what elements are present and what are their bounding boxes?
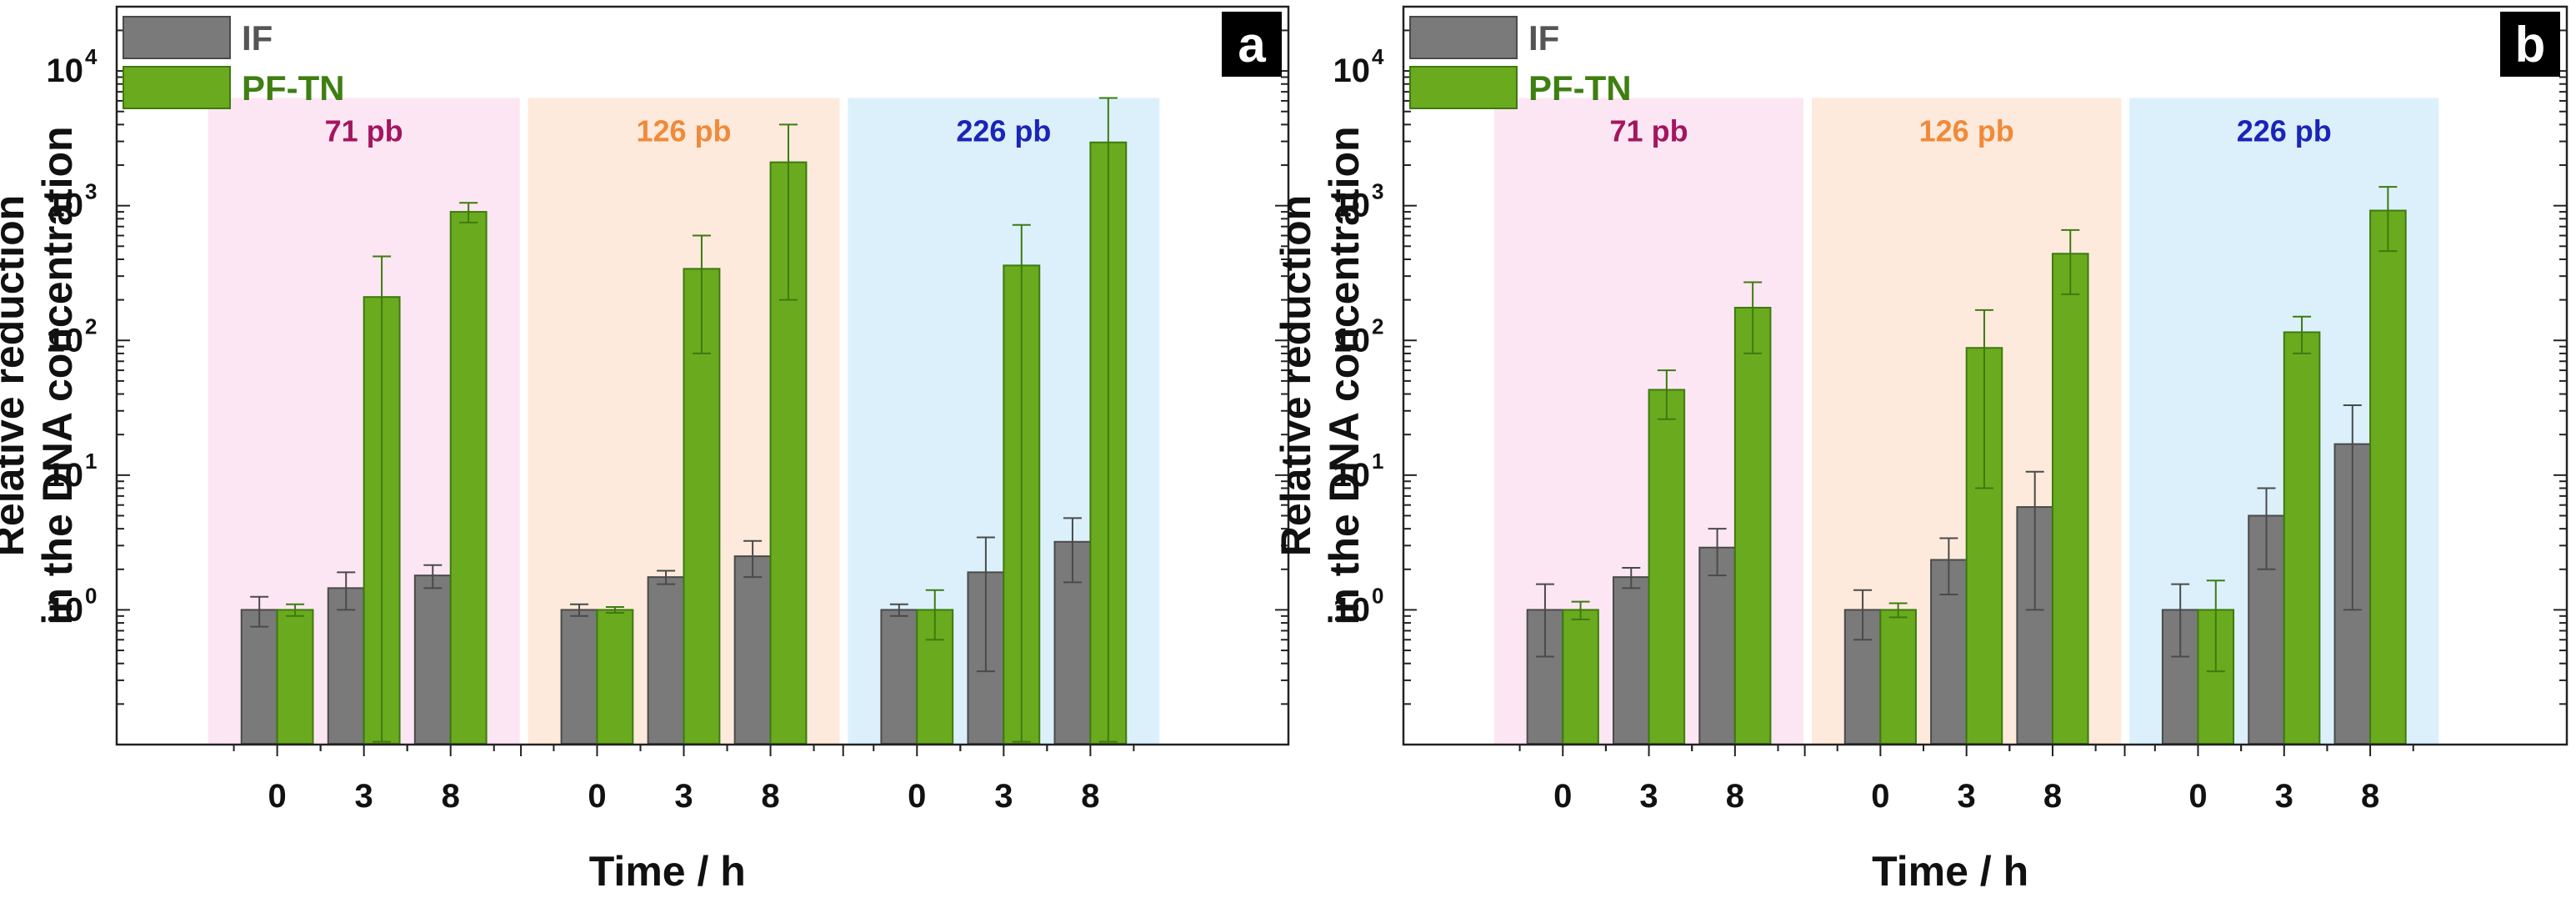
legend-swatch-pf-tn xyxy=(1409,66,1518,109)
y-tick-exponent: 2 xyxy=(85,314,97,339)
bar-pf-tn-126pb-0h xyxy=(596,609,634,745)
x-tick-label: 3 xyxy=(1639,778,1658,815)
bar-if-71pb-8h xyxy=(413,574,452,745)
x-tick-label: 3 xyxy=(674,778,693,815)
bar-pf-tn-226pb-8h xyxy=(2369,209,2407,745)
y-tick-exponent: 3 xyxy=(85,179,97,204)
legend-label: PF-TN xyxy=(1528,68,1632,108)
x-tick-label: 8 xyxy=(2361,778,2379,815)
bar-if-71pb-3h xyxy=(1612,576,1650,745)
x-tick-label: 8 xyxy=(1726,778,1744,815)
bar-if-71pb-8h xyxy=(1698,546,1736,745)
y-axis-label: in the DNA concentration xyxy=(1321,126,1368,625)
bar-pf-tn-71pb-0h xyxy=(1562,609,1599,745)
x-tick-label: 3 xyxy=(994,778,1013,815)
group-label: 126 pb xyxy=(1919,114,2014,148)
x-axis-label: Time / h xyxy=(589,848,746,895)
group-label: 226 pb xyxy=(2237,114,2332,148)
y-tick-label: 10 xyxy=(1333,457,1371,494)
y-tick-label: 10 xyxy=(47,53,84,89)
legend-swatch-pf-tn xyxy=(123,66,231,109)
y-tick-label: 10 xyxy=(47,188,84,224)
x-tick-label: 0 xyxy=(268,778,286,815)
y-axis-label: Relative reduction xyxy=(0,195,33,556)
bar-if-71pb-0h xyxy=(240,609,278,745)
bar-pf-tn-71pb-3h xyxy=(1648,389,1686,745)
x-tick-label: 3 xyxy=(355,778,373,815)
y-tick-label: 10 xyxy=(1333,188,1371,224)
panel-label: b xyxy=(2515,17,2546,73)
y-tick-label: 10 xyxy=(1333,53,1371,89)
legend-swatch-if xyxy=(1409,16,1518,59)
y-tick-exponent: 1 xyxy=(1372,449,1383,474)
x-tick-label: 0 xyxy=(1553,778,1572,815)
x-tick-label: 8 xyxy=(1081,778,1099,815)
x-tick-label: 3 xyxy=(1958,778,1976,815)
y-tick-label: 10 xyxy=(1333,591,1371,628)
bar-pf-tn-71pb-8h xyxy=(1733,306,1772,745)
y-axis-label: Relative reduction xyxy=(1273,195,1319,556)
bar-pf-tn-226pb-3h xyxy=(2283,331,2321,745)
legend-label: IF xyxy=(1528,18,1559,58)
y-tick-exponent: 4 xyxy=(1372,44,1384,69)
y-tick-exponent: 4 xyxy=(85,44,98,69)
plot-frame xyxy=(1402,5,2568,746)
bar-pf-tn-71pb-0h xyxy=(276,609,314,745)
y-tick-label: 10 xyxy=(47,457,84,494)
y-tick-exponent: 1 xyxy=(85,449,97,474)
bar-if-71pb-3h xyxy=(327,587,365,745)
legend-label: PF-TN xyxy=(242,68,345,108)
plot-frame xyxy=(115,5,1290,746)
bar-if-226pb-0h xyxy=(880,609,918,745)
bar-pf-tn-71pb-8h xyxy=(449,211,488,745)
group-label: 71 pb xyxy=(325,114,403,148)
x-tick-label: 0 xyxy=(588,778,606,815)
bar-if-126pb-8h xyxy=(733,555,772,745)
bar-pf-tn-126pb-8h xyxy=(2051,253,2089,745)
x-tick-label: 8 xyxy=(761,778,779,815)
bar-if-126pb-3h xyxy=(647,576,685,745)
x-tick-label: 3 xyxy=(2275,778,2293,815)
x-tick-label: 8 xyxy=(442,778,460,815)
x-tick-label: 0 xyxy=(1871,778,1889,815)
y-tick-label: 10 xyxy=(1333,322,1371,359)
x-tick-label: 0 xyxy=(2188,778,2207,815)
x-tick-label: 8 xyxy=(2043,778,2062,815)
group-label: 126 pb xyxy=(636,114,731,148)
y-tick-label: 10 xyxy=(47,591,84,628)
x-axis-label: Time / h xyxy=(1872,848,2028,895)
bar-if-126pb-0h xyxy=(560,609,598,745)
y-tick-label: 10 xyxy=(47,322,84,359)
panel-label-box xyxy=(2500,12,2560,77)
y-tick-exponent: 0 xyxy=(1372,583,1383,608)
group-label: 226 pb xyxy=(956,114,1051,148)
group-label: 71 pb xyxy=(1610,114,1688,148)
y-tick-exponent: 3 xyxy=(1372,179,1383,204)
legend-swatch-if xyxy=(123,16,231,59)
x-tick-label: 0 xyxy=(908,778,926,815)
panel-label: a xyxy=(1238,17,1266,73)
y-tick-exponent: 0 xyxy=(85,583,97,608)
panel-label-box xyxy=(1222,12,1282,77)
bar-pf-tn-126pb-0h xyxy=(1879,609,1917,745)
y-tick-exponent: 2 xyxy=(1372,314,1383,339)
y-axis-label: in the DNA concentration xyxy=(34,126,81,625)
legend-label: IF xyxy=(242,18,273,58)
